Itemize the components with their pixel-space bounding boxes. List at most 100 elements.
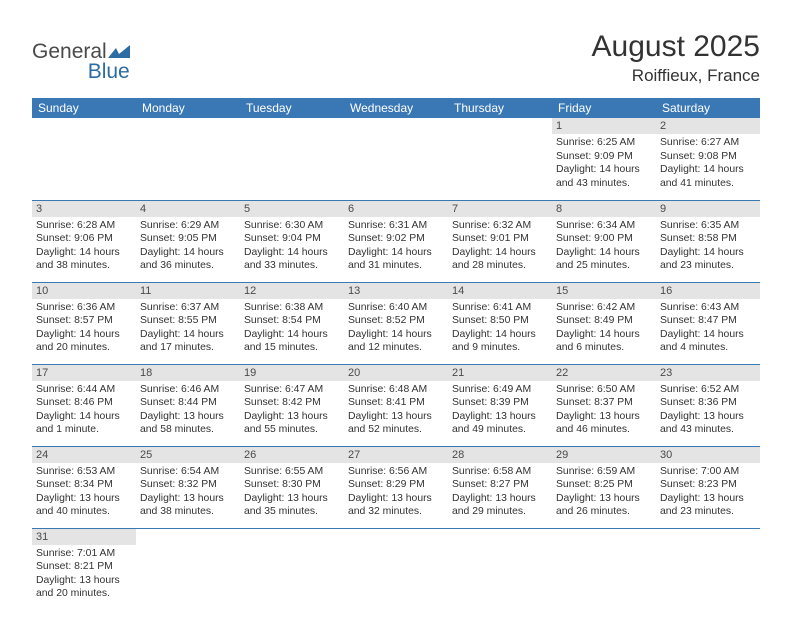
daylight-text: Daylight: 14 hours and 9 minutes.: [452, 328, 548, 355]
calendar-cell-empty: [240, 528, 344, 610]
calendar-cell: 20Sunrise: 6:48 AMSunset: 8:41 PMDayligh…: [344, 364, 448, 446]
day-header: Saturday: [656, 98, 760, 118]
calendar-cell: 9Sunrise: 6:35 AMSunset: 8:58 PMDaylight…: [656, 200, 760, 282]
calendar-cell: 29Sunrise: 6:59 AMSunset: 8:25 PMDayligh…: [552, 446, 656, 528]
day-details: Sunrise: 6:58 AMSunset: 8:27 PMDaylight:…: [448, 463, 552, 522]
sunrise-text: Sunrise: 6:52 AM: [660, 383, 756, 397]
day-number: 22: [552, 365, 656, 381]
day-details: Sunrise: 6:27 AMSunset: 9:08 PMDaylight:…: [656, 134, 760, 193]
calendar-cell-empty: [240, 118, 344, 200]
sunset-text: Sunset: 8:37 PM: [556, 396, 652, 410]
day-details: Sunrise: 6:42 AMSunset: 8:49 PMDaylight:…: [552, 299, 656, 358]
calendar-cell-empty: [448, 528, 552, 610]
sunrise-text: Sunrise: 6:46 AM: [140, 383, 236, 397]
sunset-text: Sunset: 8:36 PM: [660, 396, 756, 410]
day-details: Sunrise: 6:54 AMSunset: 8:32 PMDaylight:…: [136, 463, 240, 522]
calendar-row: 10Sunrise: 6:36 AMSunset: 8:57 PMDayligh…: [32, 282, 760, 364]
day-number: 8: [552, 201, 656, 217]
calendar-cell: 11Sunrise: 6:37 AMSunset: 8:55 PMDayligh…: [136, 282, 240, 364]
sunset-text: Sunset: 9:06 PM: [36, 232, 132, 246]
calendar-cell: 19Sunrise: 6:47 AMSunset: 8:42 PMDayligh…: [240, 364, 344, 446]
daylight-text: Daylight: 13 hours and 29 minutes.: [452, 492, 548, 519]
calendar-cell: 15Sunrise: 6:42 AMSunset: 8:49 PMDayligh…: [552, 282, 656, 364]
day-number: 9: [656, 201, 760, 217]
sunrise-text: Sunrise: 6:55 AM: [244, 465, 340, 479]
daylight-text: Daylight: 14 hours and 17 minutes.: [140, 328, 236, 355]
header: GeneralBlue August 2025 Roiffieux, Franc…: [32, 30, 760, 86]
calendar-cell-empty: [344, 118, 448, 200]
sunset-text: Sunset: 8:30 PM: [244, 478, 340, 492]
sunrise-text: Sunrise: 6:53 AM: [36, 465, 132, 479]
day-details: Sunrise: 6:25 AMSunset: 9:09 PMDaylight:…: [552, 134, 656, 193]
sunset-text: Sunset: 8:54 PM: [244, 314, 340, 328]
sunrise-text: Sunrise: 6:36 AM: [36, 301, 132, 315]
sunrise-text: Sunrise: 6:25 AM: [556, 136, 652, 150]
daylight-text: Daylight: 13 hours and 20 minutes.: [36, 574, 132, 601]
day-header: Monday: [136, 98, 240, 118]
sunset-text: Sunset: 8:46 PM: [36, 396, 132, 410]
day-details: Sunrise: 6:36 AMSunset: 8:57 PMDaylight:…: [32, 299, 136, 358]
day-details: Sunrise: 6:34 AMSunset: 9:00 PMDaylight:…: [552, 217, 656, 276]
calendar-cell: 8Sunrise: 6:34 AMSunset: 9:00 PMDaylight…: [552, 200, 656, 282]
day-number: 27: [344, 447, 448, 463]
daylight-text: Daylight: 13 hours and 40 minutes.: [36, 492, 132, 519]
day-number: 29: [552, 447, 656, 463]
sunset-text: Sunset: 8:47 PM: [660, 314, 756, 328]
calendar-cell: 21Sunrise: 6:49 AMSunset: 8:39 PMDayligh…: [448, 364, 552, 446]
calendar-cell: 24Sunrise: 6:53 AMSunset: 8:34 PMDayligh…: [32, 446, 136, 528]
sunrise-text: Sunrise: 6:32 AM: [452, 219, 548, 233]
sunset-text: Sunset: 9:08 PM: [660, 150, 756, 164]
day-number: 3: [32, 201, 136, 217]
calendar-cell: 18Sunrise: 6:46 AMSunset: 8:44 PMDayligh…: [136, 364, 240, 446]
day-number: 16: [656, 283, 760, 299]
calendar-row: 3Sunrise: 6:28 AMSunset: 9:06 PMDaylight…: [32, 200, 760, 282]
day-details: Sunrise: 6:56 AMSunset: 8:29 PMDaylight:…: [344, 463, 448, 522]
sunrise-text: Sunrise: 6:44 AM: [36, 383, 132, 397]
day-details: Sunrise: 6:48 AMSunset: 8:41 PMDaylight:…: [344, 381, 448, 440]
day-number: 24: [32, 447, 136, 463]
day-number: 23: [656, 365, 760, 381]
calendar-row: 31Sunrise: 7:01 AMSunset: 8:21 PMDayligh…: [32, 528, 760, 610]
sunrise-text: Sunrise: 6:54 AM: [140, 465, 236, 479]
daylight-text: Daylight: 13 hours and 26 minutes.: [556, 492, 652, 519]
sunset-text: Sunset: 9:09 PM: [556, 150, 652, 164]
daylight-text: Daylight: 13 hours and 46 minutes.: [556, 410, 652, 437]
daylight-text: Daylight: 14 hours and 38 minutes.: [36, 246, 132, 273]
day-number: 6: [344, 201, 448, 217]
day-details: Sunrise: 6:53 AMSunset: 8:34 PMDaylight:…: [32, 463, 136, 522]
sunrise-text: Sunrise: 6:34 AM: [556, 219, 652, 233]
day-header: Thursday: [448, 98, 552, 118]
sunrise-text: Sunrise: 6:58 AM: [452, 465, 548, 479]
calendar-cell: 22Sunrise: 6:50 AMSunset: 8:37 PMDayligh…: [552, 364, 656, 446]
sunset-text: Sunset: 9:00 PM: [556, 232, 652, 246]
sunrise-text: Sunrise: 6:35 AM: [660, 219, 756, 233]
daylight-text: Daylight: 13 hours and 38 minutes.: [140, 492, 236, 519]
daylight-text: Daylight: 14 hours and 15 minutes.: [244, 328, 340, 355]
calendar-row: 24Sunrise: 6:53 AMSunset: 8:34 PMDayligh…: [32, 446, 760, 528]
day-number: 10: [32, 283, 136, 299]
day-header: Tuesday: [240, 98, 344, 118]
day-details: Sunrise: 6:52 AMSunset: 8:36 PMDaylight:…: [656, 381, 760, 440]
sunrise-text: Sunrise: 6:30 AM: [244, 219, 340, 233]
day-number: 11: [136, 283, 240, 299]
sunset-text: Sunset: 9:02 PM: [348, 232, 444, 246]
calendar-cell: 5Sunrise: 6:30 AMSunset: 9:04 PMDaylight…: [240, 200, 344, 282]
sunrise-text: Sunrise: 6:38 AM: [244, 301, 340, 315]
day-details: Sunrise: 6:49 AMSunset: 8:39 PMDaylight:…: [448, 381, 552, 440]
sunset-text: Sunset: 8:25 PM: [556, 478, 652, 492]
day-number: 21: [448, 365, 552, 381]
calendar-table: Sunday Monday Tuesday Wednesday Thursday…: [32, 98, 760, 610]
sunset-text: Sunset: 8:49 PM: [556, 314, 652, 328]
sunrise-text: Sunrise: 6:37 AM: [140, 301, 236, 315]
day-header-row: Sunday Monday Tuesday Wednesday Thursday…: [32, 98, 760, 118]
calendar-cell: 1Sunrise: 6:25 AMSunset: 9:09 PMDaylight…: [552, 118, 656, 200]
sunrise-text: Sunrise: 7:01 AM: [36, 547, 132, 561]
calendar-cell: 10Sunrise: 6:36 AMSunset: 8:57 PMDayligh…: [32, 282, 136, 364]
sunset-text: Sunset: 8:42 PM: [244, 396, 340, 410]
sunrise-text: Sunrise: 6:27 AM: [660, 136, 756, 150]
sunrise-text: Sunrise: 6:42 AM: [556, 301, 652, 315]
daylight-text: Daylight: 13 hours and 35 minutes.: [244, 492, 340, 519]
daylight-text: Daylight: 14 hours and 36 minutes.: [140, 246, 236, 273]
day-details: Sunrise: 7:00 AMSunset: 8:23 PMDaylight:…: [656, 463, 760, 522]
daylight-text: Daylight: 14 hours and 43 minutes.: [556, 163, 652, 190]
